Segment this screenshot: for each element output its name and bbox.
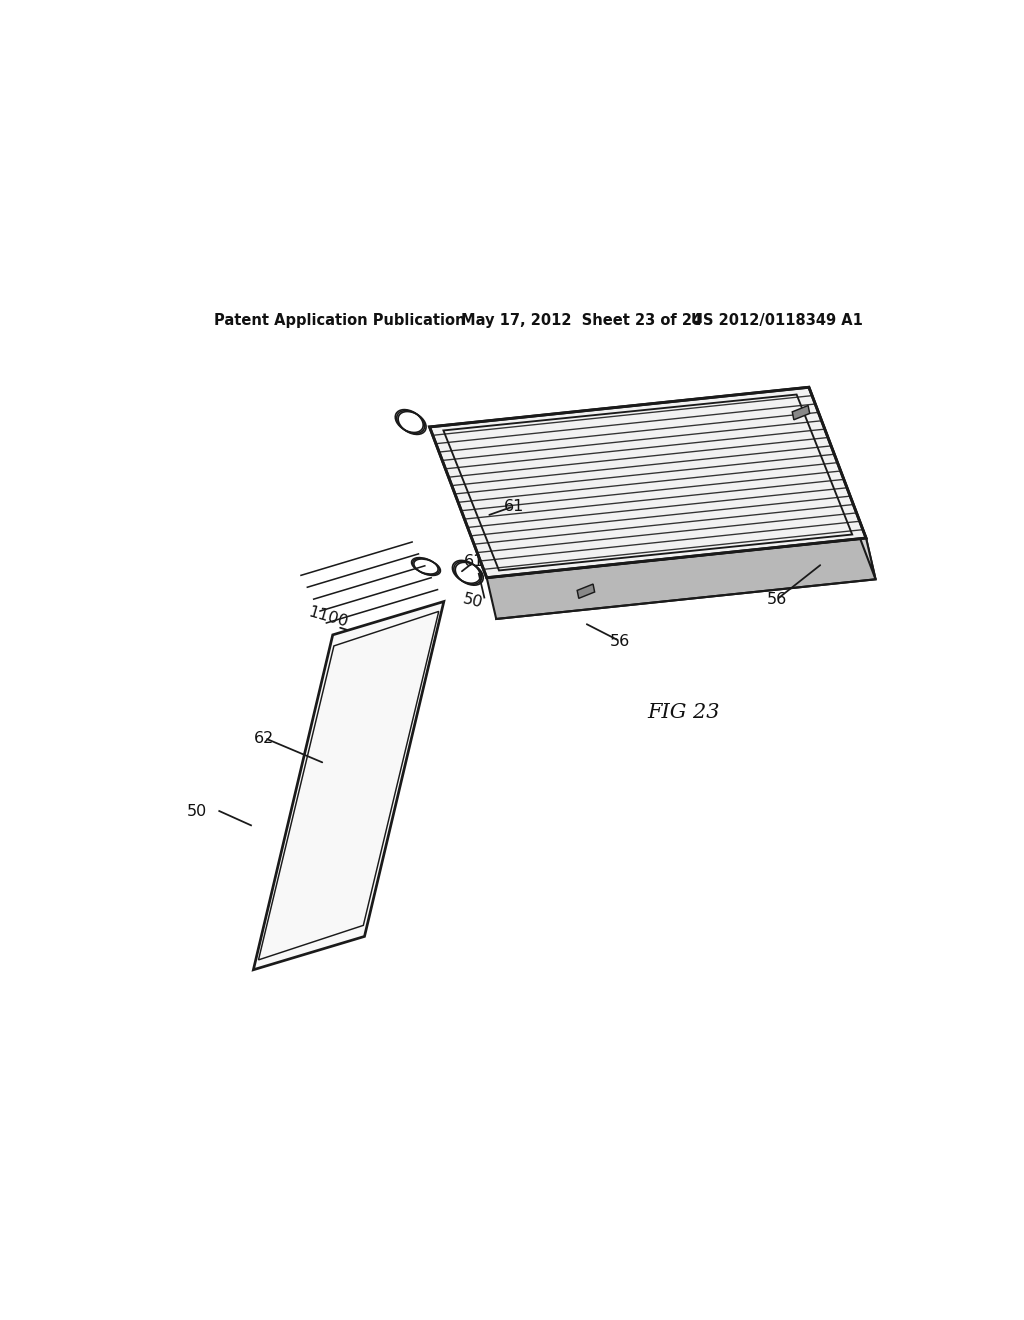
Polygon shape	[809, 387, 876, 579]
Text: Patent Application Publication: Patent Application Publication	[214, 313, 465, 329]
Polygon shape	[578, 583, 595, 598]
Polygon shape	[253, 602, 443, 970]
Polygon shape	[793, 405, 810, 420]
Text: FIG 23: FIG 23	[647, 704, 720, 722]
Text: 50: 50	[461, 591, 484, 611]
Text: 1100: 1100	[306, 605, 349, 630]
Text: 62: 62	[254, 730, 274, 746]
Text: May 17, 2012  Sheet 23 of 24: May 17, 2012 Sheet 23 of 24	[461, 313, 702, 329]
Text: 61: 61	[504, 499, 524, 513]
Text: 56: 56	[767, 591, 787, 607]
Text: US 2012/0118349 A1: US 2012/0118349 A1	[691, 313, 863, 329]
Text: 61: 61	[464, 554, 484, 569]
Polygon shape	[486, 539, 876, 619]
Text: 56: 56	[610, 634, 630, 648]
Polygon shape	[430, 387, 866, 578]
Text: 50: 50	[187, 804, 207, 818]
